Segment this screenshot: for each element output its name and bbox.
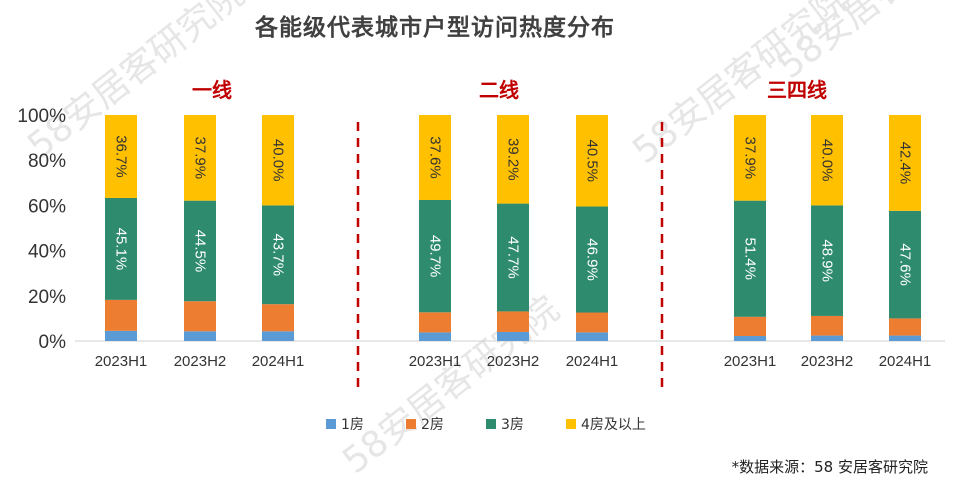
bar-segment (105, 197, 137, 300)
bar-segment (105, 330, 137, 341)
bar-segment (419, 115, 451, 200)
data-label: 46.9% (584, 238, 601, 281)
bar-segment (262, 304, 294, 332)
legend-label: 1房 (341, 417, 364, 433)
bar-segment (811, 335, 843, 341)
group-label: 二线 (479, 78, 519, 102)
y-tick-label: 100% (17, 106, 66, 127)
bar-segment (889, 115, 921, 211)
x-tick-label: 2024H1 (879, 353, 932, 370)
x-tick-label: 2023H2 (174, 353, 227, 370)
x-tick-label: 2024H1 (566, 353, 619, 370)
bar-segment (576, 312, 608, 333)
y-tick-label: 0% (39, 332, 67, 353)
x-tick-label: 2024H1 (252, 353, 305, 370)
y-tick-label: 60% (28, 196, 66, 217)
legend-label: 4房及以上 (581, 417, 646, 433)
bar-segment (889, 335, 921, 341)
data-label: 42.4% (897, 142, 914, 185)
data-label: 51.4% (742, 237, 759, 280)
data-label: 36.7% (113, 135, 130, 178)
x-tick-label: 2023H2 (801, 353, 854, 370)
bar-segment (105, 115, 137, 198)
data-label: 47.6% (897, 243, 914, 286)
data-label: 44.5% (192, 230, 209, 273)
bar-segment (576, 332, 608, 341)
data-label: 49.7% (427, 235, 444, 278)
bar-segment (734, 316, 766, 337)
bar-segment (811, 315, 843, 336)
bar-segment (105, 299, 137, 331)
x-tick-label: 2023H1 (95, 353, 148, 370)
group-label: 一线 (192, 78, 232, 102)
x-tick-label: 2023H2 (487, 353, 540, 370)
data-label: 37.6% (427, 136, 444, 179)
bar-segment (889, 318, 921, 336)
group-label: 三四线 (767, 78, 827, 102)
legend-swatch (566, 419, 576, 429)
bar-segment (262, 205, 294, 305)
bar-segment (262, 331, 294, 341)
bar-segment (889, 210, 921, 319)
data-label: 43.7% (270, 234, 287, 277)
legend-swatch (326, 419, 336, 429)
data-label: 47.7% (505, 236, 522, 279)
y-tick-label: 40% (28, 242, 66, 263)
bar-segment (576, 115, 608, 207)
bar-segment (184, 200, 216, 302)
bar-segment (497, 115, 529, 204)
x-tick-label: 2023H1 (724, 353, 777, 370)
data-label: 40.5% (584, 139, 601, 182)
data-label: 37.9% (742, 137, 759, 180)
legend-swatch (486, 419, 496, 429)
y-tick-label: 80% (28, 151, 66, 172)
bar-segment (734, 200, 766, 317)
data-label: 40.0% (270, 139, 287, 182)
bar-segment (576, 206, 608, 313)
bar-segment (262, 115, 294, 206)
bar-segment (184, 331, 216, 341)
x-tick-label: 2023H1 (409, 353, 462, 370)
legend-swatch (406, 419, 416, 429)
data-source-note: *数据来源：58 安居客研究院 (731, 458, 928, 476)
bar-segment (184, 301, 216, 332)
bar-segment (811, 205, 843, 316)
data-label: 39.2% (505, 138, 522, 181)
bar-segment (811, 115, 843, 206)
bar-segment (734, 336, 766, 341)
bar-segment (419, 312, 451, 333)
bar-segment (419, 199, 451, 313)
chart-title: 各能级代表城市户型访问热度分布 (255, 15, 615, 41)
bar-segment (497, 311, 529, 332)
y-tick-label: 20% (28, 287, 66, 308)
watermark-text: 58安居客研究院 (335, 289, 567, 482)
bar-segment (419, 332, 451, 341)
data-label: 37.9% (192, 137, 209, 180)
data-label: 40.0% (819, 139, 836, 182)
data-label: 45.1% (113, 228, 130, 271)
data-label: 48.9% (819, 239, 836, 282)
bar-segment (497, 331, 529, 341)
legend-label: 2房 (421, 417, 444, 433)
bar-segment (497, 203, 529, 312)
bar-segment (184, 115, 216, 201)
bar-segment (734, 115, 766, 201)
legend-label: 3房 (501, 417, 524, 433)
